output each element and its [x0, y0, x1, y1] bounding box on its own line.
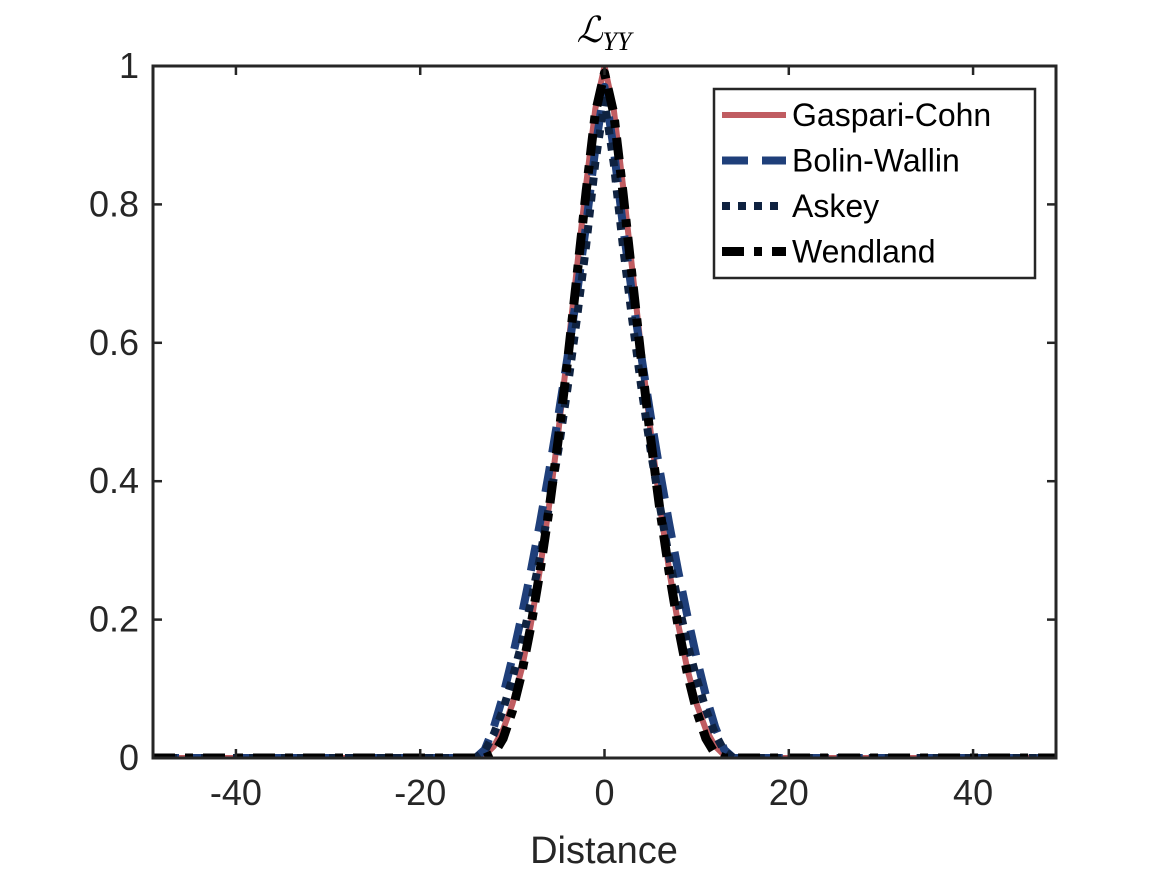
legend-label-gaspari-cohn: Gaspari-Cohn — [792, 97, 991, 133]
y-tick-label: 1 — [119, 45, 139, 86]
plot-frame — [151, 64, 1058, 760]
x-tick-label: -20 — [394, 772, 446, 813]
legend-items: Gaspari-Cohn Bolin-Wallin Askey Wendland — [722, 97, 991, 270]
x-tick-label: 40 — [953, 772, 993, 813]
legend-label-askey: Askey — [792, 188, 879, 224]
y-tick-label: 0.4 — [89, 460, 139, 501]
x-tick-label: 20 — [769, 772, 809, 813]
legend-label-wendland: Wendland — [792, 234, 936, 270]
y-tick-label: 0 — [119, 737, 139, 778]
chart-title-subscript: YY — [603, 27, 634, 56]
y-tick-label: 0.6 — [89, 322, 139, 363]
legend-label-bolin-wallin: Bolin-Wallin — [792, 143, 960, 179]
y-tick-label: 0.8 — [89, 183, 139, 224]
legend-box — [712, 87, 1037, 280]
chart-title: ℒYY — [577, 10, 634, 56]
chart-title-main: ℒ — [577, 10, 604, 50]
x-tick-label: -40 — [210, 772, 262, 813]
series-line-gaspari-cohn — [153, 66, 1056, 758]
series-line-askey — [153, 96, 1056, 758]
legend: Gaspari-Cohn Bolin-Wallin Askey Wendland — [712, 87, 1037, 280]
x-tick-label: 0 — [594, 772, 614, 813]
ticks-layer: -40 -20 0 20 40 0 0.2 0.4 0.6 0.8 1 — [89, 45, 1056, 813]
y-tick-label: 0.2 — [89, 599, 139, 640]
x-axis-label: Distance — [530, 830, 678, 872]
